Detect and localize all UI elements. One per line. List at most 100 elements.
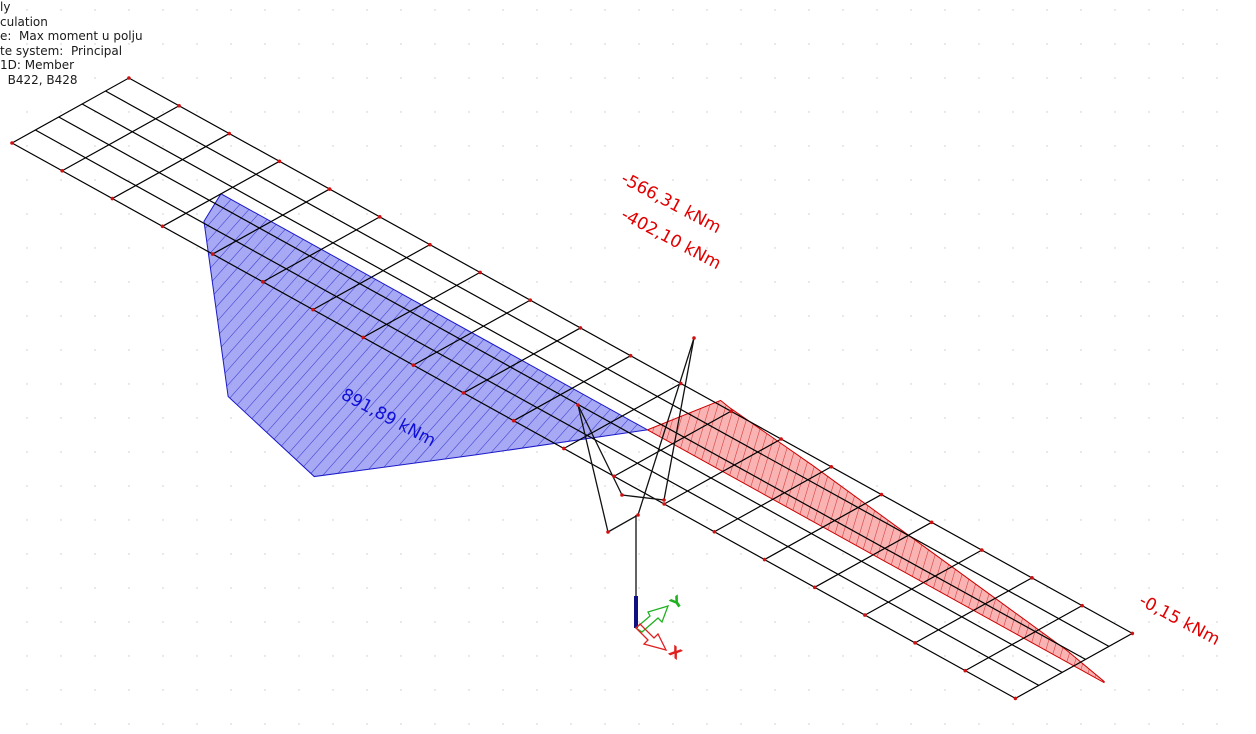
node[interactable] [511,418,516,423]
support-members[interactable] [576,336,696,628]
grid-dot [468,247,470,249]
negative-hatch-line [701,400,720,460]
transverse-member[interactable] [513,355,631,422]
node[interactable] [1080,603,1084,608]
node[interactable] [377,215,382,219]
node[interactable] [361,335,365,340]
transverse-member[interactable] [714,466,832,533]
node[interactable] [478,270,482,275]
node[interactable] [411,363,416,367]
node[interactable] [261,280,265,284]
node[interactable] [913,641,917,645]
node[interactable] [662,502,667,506]
node[interactable] [461,391,466,395]
transverse-member[interactable] [61,105,180,172]
support-member[interactable] [621,494,665,501]
node[interactable] [662,498,666,502]
node[interactable] [327,187,332,191]
transverse-member[interactable] [663,438,782,505]
node[interactable] [879,492,884,497]
node[interactable] [160,224,165,229]
negative-hatch-line [820,481,835,527]
grid-dot [434,655,436,657]
transverse-member[interactable] [112,133,230,200]
grid-dot [60,349,62,351]
node[interactable] [277,159,282,164]
node[interactable] [829,464,834,469]
node[interactable] [762,557,767,562]
node[interactable] [979,548,984,552]
grid-dot [842,111,844,113]
node[interactable] [963,668,968,673]
node[interactable] [678,381,683,386]
transverse-member[interactable] [212,188,330,255]
node[interactable] [863,613,867,617]
node[interactable] [1030,576,1034,580]
grid-dot [332,77,334,79]
support-member[interactable] [577,404,609,533]
node[interactable] [576,403,580,407]
transverse-member[interactable] [764,494,882,561]
transverse-member[interactable] [413,299,531,366]
node[interactable] [636,513,640,517]
grid-dot [944,247,946,249]
transverse-member[interactable] [11,77,130,144]
positive-hatch-line [215,229,286,308]
node[interactable] [729,409,733,414]
support-member[interactable] [577,404,623,496]
node[interactable] [606,530,610,534]
transverse-member[interactable] [362,271,481,338]
node[interactable] [812,585,817,590]
node[interactable] [177,103,181,108]
node[interactable] [311,307,315,312]
node[interactable] [562,446,566,451]
grid-dot [740,383,742,385]
positive-moment-diagram[interactable] [203,193,649,478]
transverse-member[interactable] [914,577,1033,644]
transverse-member[interactable] [463,327,581,394]
node[interactable] [578,326,583,330]
support-member[interactable] [607,514,639,533]
node[interactable] [428,242,432,247]
node-points[interactable] [10,76,1135,701]
transverse-member[interactable] [162,160,280,227]
transverse-member[interactable] [814,521,932,588]
member-grid[interactable] [11,77,1133,699]
node[interactable] [60,168,64,173]
grid-dot [230,43,232,45]
grid-dot [298,213,300,215]
node[interactable] [620,493,624,497]
node[interactable] [10,141,14,145]
node[interactable] [692,336,696,340]
transverse-member[interactable] [312,244,431,311]
support-member[interactable] [637,337,695,516]
negative-moment-area[interactable] [646,399,1105,684]
negative-moment-diagram[interactable] [646,399,1105,684]
node[interactable] [210,252,215,256]
node[interactable] [929,520,934,525]
grid-dot [332,9,334,11]
node[interactable] [528,298,533,302]
transverse-member[interactable] [964,605,1083,672]
node[interactable] [612,474,616,479]
grid-dot [774,655,776,657]
grid-dot [366,689,368,691]
node[interactable] [1130,631,1135,636]
node[interactable] [712,529,717,534]
transverse-member[interactable] [613,410,732,477]
node[interactable] [110,196,115,201]
grid-dot [332,621,334,623]
node[interactable] [1013,696,1018,701]
support-member[interactable] [663,337,695,501]
node[interactable] [127,76,131,80]
grid-dot [638,179,640,181]
grid-dot [978,417,980,419]
node[interactable] [628,353,633,358]
transverse-member[interactable] [864,549,983,616]
node[interactable] [779,437,783,441]
node[interactable] [227,131,232,136]
transverse-member[interactable] [1015,632,1133,699]
transverse-member[interactable] [563,382,682,449]
transverse-member[interactable] [262,216,381,283]
